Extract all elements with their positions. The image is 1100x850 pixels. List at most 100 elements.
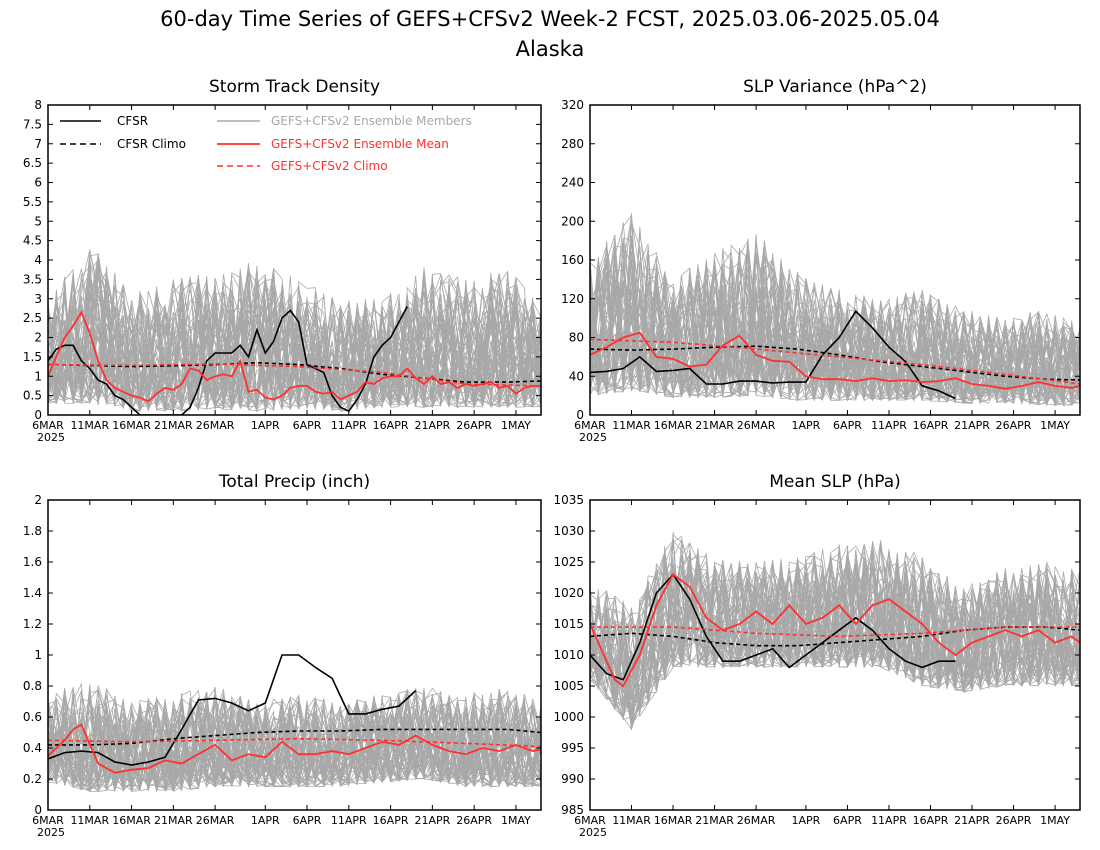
y-tick-label: 1000 xyxy=(553,710,584,724)
x-tick-label: 11MAR xyxy=(70,814,109,827)
ensemble-member-line xyxy=(590,257,1080,405)
ensemble-member-line xyxy=(590,240,1080,406)
panel-title: Total Precip (inch) xyxy=(218,472,370,492)
series-line-gefs-cfsv2-ensemble-mean xyxy=(48,723,541,774)
x-tick-label: 16APR xyxy=(373,814,409,827)
x-tick-label: 21MAR xyxy=(154,814,193,827)
chart-panel-2: SLP Variance (hPa^2) 0 40 80 120 160 200 240 280… xyxy=(561,77,1081,444)
ensemble-member-line xyxy=(590,258,1080,403)
y-tick-label: 1 xyxy=(34,648,42,662)
y-tick-label: 1010 xyxy=(553,648,584,662)
y-tick-label: 1.6 xyxy=(23,555,42,569)
x-tick-label: 21MAR xyxy=(695,814,734,827)
y-tick-label: 1.2 xyxy=(23,617,42,631)
x-tick-label: 16APR xyxy=(373,419,409,432)
x-tick-label: 1APR xyxy=(251,419,280,432)
series-line-gefs-cfsv2-ensemble-mean xyxy=(590,573,1080,688)
ensemble-members xyxy=(48,682,541,793)
ensemble-member-line xyxy=(590,249,1080,405)
ensemble-member-line xyxy=(590,557,1080,705)
y-tick-label: 320 xyxy=(561,98,584,112)
x-tick-label: 11APR xyxy=(331,419,367,432)
x-tick-label: 6APR xyxy=(833,814,862,827)
x-tick-label: 16APR xyxy=(913,419,949,432)
y-tick-label: 5.5 xyxy=(23,195,42,209)
x-tick-label: 6APR xyxy=(293,814,322,827)
x-tick-label: 6MAR xyxy=(574,419,606,432)
x-tick-label: 1APR xyxy=(792,814,821,827)
y-tick-label: 3 xyxy=(34,292,42,306)
y-tick-label: 1005 xyxy=(553,679,584,693)
x-tick-label: 26MAR xyxy=(737,814,776,827)
x-tick-label: 16MAR xyxy=(654,419,693,432)
legend: CFSR CFSR Climo GEFS+CFSv2 Ensemble Member… xyxy=(60,114,472,173)
x-tick-label: 6APR xyxy=(833,419,862,432)
y-tick-label: 6.5 xyxy=(23,156,42,170)
x-tick-label: 1MAY xyxy=(1040,419,1070,432)
legend-label-members: GEFS+CFSv2 Ensemble Members xyxy=(271,114,472,128)
x-tick-label: 1MAY xyxy=(501,419,531,432)
y-tick-label: 4.5 xyxy=(23,234,42,248)
x-year-label: 2025 xyxy=(37,431,65,444)
figure-title-line2: Alaska xyxy=(516,37,585,61)
panel-title: Storm Track Density xyxy=(209,77,380,97)
y-tick-label: 995 xyxy=(561,741,584,755)
x-tick-label: 26MAR xyxy=(196,814,235,827)
y-tick-label: 0.2 xyxy=(23,772,42,786)
ensemble-member-line xyxy=(590,286,1080,404)
y-tick-label: 5 xyxy=(34,214,42,228)
y-tick-label: 1030 xyxy=(553,524,584,538)
x-tick-label: 21MAR xyxy=(695,419,734,432)
ensemble-member-line xyxy=(48,279,541,411)
ensemble-member-line xyxy=(590,535,1080,694)
y-tick-label: 8 xyxy=(34,98,42,112)
y-tick-label: 990 xyxy=(561,772,584,786)
series-line-cfsr xyxy=(590,573,956,681)
ensemble-member-line xyxy=(48,270,541,411)
y-tick-label: 0.5 xyxy=(23,389,42,403)
x-tick-label: 11MAR xyxy=(70,419,109,432)
ensemble-member-line xyxy=(48,269,541,412)
x-year-label: 2025 xyxy=(37,826,65,839)
ensemble-member-line xyxy=(590,241,1080,407)
y-tick-label: 280 xyxy=(561,137,584,151)
y-tick-label: 3.5 xyxy=(23,272,42,286)
series-line-gefs-cfsv2-ensemble-mean xyxy=(590,331,1080,390)
x-tick-label: 26MAR xyxy=(737,419,776,432)
x-tick-label: 26APR xyxy=(996,814,1032,827)
y-tick-label: 120 xyxy=(561,292,584,306)
y-tick-label: 1.5 xyxy=(23,350,42,364)
y-tick-label: 1 xyxy=(34,369,42,383)
panels: Storm Track Density 0 0.5 1 1.5 2 2.5 3 3.5 4 4.5 5… xyxy=(23,77,1081,839)
x-tick-label: 1APR xyxy=(792,419,821,432)
x-tick-label: 21MAR xyxy=(154,419,193,432)
x-tick-label: 1MAY xyxy=(1040,814,1070,827)
y-tick-label: 0 xyxy=(576,408,584,422)
x-tick-label: 11MAR xyxy=(612,814,651,827)
legend-label-cfsr-climo: CFSR Climo xyxy=(117,137,186,151)
x-tick-label: 1APR xyxy=(251,814,280,827)
legend-label-cfsr: CFSR xyxy=(117,114,148,128)
ensemble-member-line xyxy=(48,697,541,793)
y-tick-label: 80 xyxy=(569,331,584,345)
legend-label-mean: GEFS+CFSv2 Ensemble Mean xyxy=(271,137,449,151)
ensemble-member-line xyxy=(590,237,1080,406)
chart-panel-4: Mean SLP (hPa) 985 990 995 1000 1005 1010 1015 1… xyxy=(553,472,1081,839)
ensemble-member-line xyxy=(590,555,1080,721)
y-tick-label: 4 xyxy=(34,253,42,267)
x-tick-label: 16MAR xyxy=(654,814,693,827)
ensemble-member-line xyxy=(590,256,1080,404)
ensemble-member-line xyxy=(48,688,541,789)
y-tick-label: 6 xyxy=(34,176,42,190)
y-tick-label: 0.8 xyxy=(23,679,42,693)
ensemble-members xyxy=(590,213,1080,407)
ensemble-member-line xyxy=(48,273,541,409)
ensemble-member-line xyxy=(48,689,541,791)
y-tick-label: 1.4 xyxy=(23,586,42,600)
y-tick-label: 0 xyxy=(34,408,42,422)
y-tick-label: 7 xyxy=(34,137,42,151)
y-tick-label: 985 xyxy=(561,803,584,817)
ensemble-member-line xyxy=(48,266,541,409)
ensemble-member-line xyxy=(590,552,1080,700)
